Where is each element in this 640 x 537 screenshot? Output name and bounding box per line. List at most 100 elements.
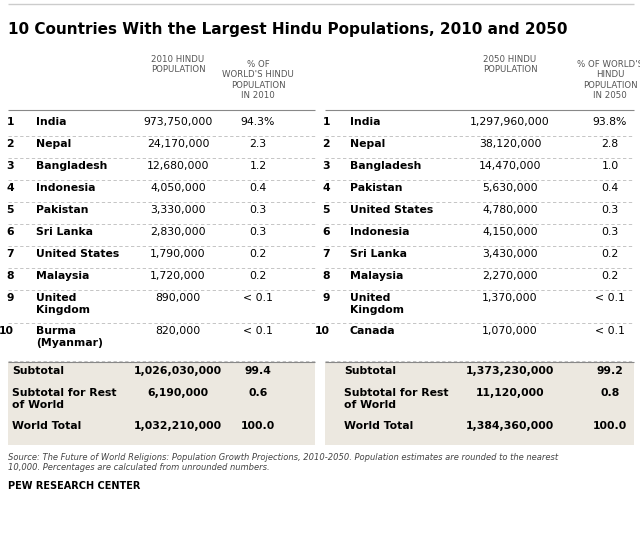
Text: Indonesia: Indonesia [350,227,410,237]
Text: 6: 6 [323,227,330,237]
Text: 100.0: 100.0 [593,421,627,431]
Text: Pakistan: Pakistan [350,183,403,193]
Text: 1,370,000: 1,370,000 [482,293,538,303]
Text: 890,000: 890,000 [156,293,200,303]
Text: 1,373,230,000: 1,373,230,000 [466,366,554,376]
Text: India: India [350,117,381,127]
Text: 9: 9 [323,293,330,303]
Text: 100.0: 100.0 [241,421,275,431]
Text: 0.4: 0.4 [602,183,619,193]
Text: 1,297,960,000: 1,297,960,000 [470,117,550,127]
Bar [8,362,315,445]
Text: 3: 3 [6,161,14,171]
Text: 7: 7 [323,249,330,259]
Text: Subtotal for Rest
of World: Subtotal for Rest of World [12,388,116,410]
Text: 3,330,000: 3,330,000 [150,205,206,215]
Text: Source: The Future of World Religions: Population Growth Projections, 2010-2050.: Source: The Future of World Religions: P… [8,453,558,473]
Text: 99.4: 99.4 [244,366,271,376]
Text: 2050 HINDU
POPULATION: 2050 HINDU POPULATION [483,55,538,75]
Text: 2,830,000: 2,830,000 [150,227,206,237]
Text: 0.2: 0.2 [250,249,267,259]
Text: 0.3: 0.3 [602,227,619,237]
Text: Nepal: Nepal [350,139,385,149]
Text: Canada: Canada [350,326,396,336]
Text: Malaysia: Malaysia [36,271,90,281]
Text: Pakistan: Pakistan [36,205,88,215]
Text: 94.3%: 94.3% [241,117,275,127]
Text: Subtotal for Rest
of World: Subtotal for Rest of World [344,388,449,410]
Text: 4: 4 [323,183,330,193]
Text: 0.3: 0.3 [250,205,267,215]
Text: 1,032,210,000: 1,032,210,000 [134,421,222,431]
Text: 4,780,000: 4,780,000 [482,205,538,215]
Text: 12,680,000: 12,680,000 [147,161,209,171]
Text: Subtotal: Subtotal [344,366,396,376]
Text: World Total: World Total [344,421,413,431]
Text: 14,470,000: 14,470,000 [479,161,541,171]
Text: 7: 7 [6,249,14,259]
Text: 0.2: 0.2 [602,249,619,259]
Text: 10: 10 [0,326,14,336]
Text: Sri Lanka: Sri Lanka [36,227,93,237]
Text: % OF
WORLD'S HINDU
POPULATION
IN 2010: % OF WORLD'S HINDU POPULATION IN 2010 [222,60,294,100]
Text: 1,384,360,000: 1,384,360,000 [466,421,554,431]
Text: United
Kingdom: United Kingdom [36,293,90,315]
Text: 24,170,000: 24,170,000 [147,139,209,149]
Text: 2010 HINDU
POPULATION: 2010 HINDU POPULATION [150,55,205,75]
Text: % OF WORLD'S
HINDU
POPULATION
IN 2050: % OF WORLD'S HINDU POPULATION IN 2050 [577,60,640,100]
Text: 8: 8 [6,271,14,281]
Text: < 0.1: < 0.1 [243,293,273,303]
Text: 2: 2 [6,139,14,149]
Text: Indonesia: Indonesia [36,183,95,193]
Text: Bangladesh: Bangladesh [36,161,108,171]
Text: 0.2: 0.2 [250,271,267,281]
Text: 0.3: 0.3 [602,205,619,215]
Text: 11,120,000: 11,120,000 [476,388,544,398]
Text: 93.8%: 93.8% [593,117,627,127]
Text: PEW RESEARCH CENTER: PEW RESEARCH CENTER [8,481,140,491]
Text: 10: 10 [315,326,330,336]
Text: 2.3: 2.3 [250,139,267,149]
Text: 4,150,000: 4,150,000 [482,227,538,237]
Text: United States: United States [36,249,119,259]
Text: 5: 5 [323,205,330,215]
Text: India: India [36,117,67,127]
Text: 0.4: 0.4 [250,183,267,193]
Text: United
Kingdom: United Kingdom [350,293,404,315]
Text: 1,070,000: 1,070,000 [482,326,538,336]
Text: 38,120,000: 38,120,000 [479,139,541,149]
Text: World Total: World Total [12,421,81,431]
Text: 973,750,000: 973,750,000 [143,117,212,127]
Text: 0.2: 0.2 [602,271,619,281]
Text: 5,630,000: 5,630,000 [482,183,538,193]
Text: 4: 4 [6,183,14,193]
Text: 9: 9 [6,293,14,303]
Text: 4,050,000: 4,050,000 [150,183,206,193]
Text: 0.3: 0.3 [250,227,267,237]
Text: 2: 2 [323,139,330,149]
Text: 2.8: 2.8 [602,139,619,149]
Text: 1,026,030,000: 1,026,030,000 [134,366,222,376]
Text: 5: 5 [6,205,14,215]
Text: 1.0: 1.0 [602,161,619,171]
Text: 820,000: 820,000 [156,326,200,336]
Text: 99.2: 99.2 [596,366,623,376]
Text: Burma
(Myanmar): Burma (Myanmar) [36,326,103,347]
Text: 3: 3 [323,161,330,171]
Text: Nepal: Nepal [36,139,71,149]
Text: Bangladesh: Bangladesh [350,161,421,171]
Text: 3,430,000: 3,430,000 [482,249,538,259]
Text: United States: United States [350,205,433,215]
Text: 1: 1 [6,117,14,127]
Text: 6,190,000: 6,190,000 [147,388,209,398]
Text: 6: 6 [6,227,14,237]
Text: 1.2: 1.2 [250,161,267,171]
Text: < 0.1: < 0.1 [243,326,273,336]
Text: Malaysia: Malaysia [350,271,403,281]
Text: < 0.1: < 0.1 [595,326,625,336]
Text: 8: 8 [323,271,330,281]
Text: 2,270,000: 2,270,000 [482,271,538,281]
Text: 1: 1 [323,117,330,127]
Text: < 0.1: < 0.1 [595,293,625,303]
Bar [325,362,634,445]
